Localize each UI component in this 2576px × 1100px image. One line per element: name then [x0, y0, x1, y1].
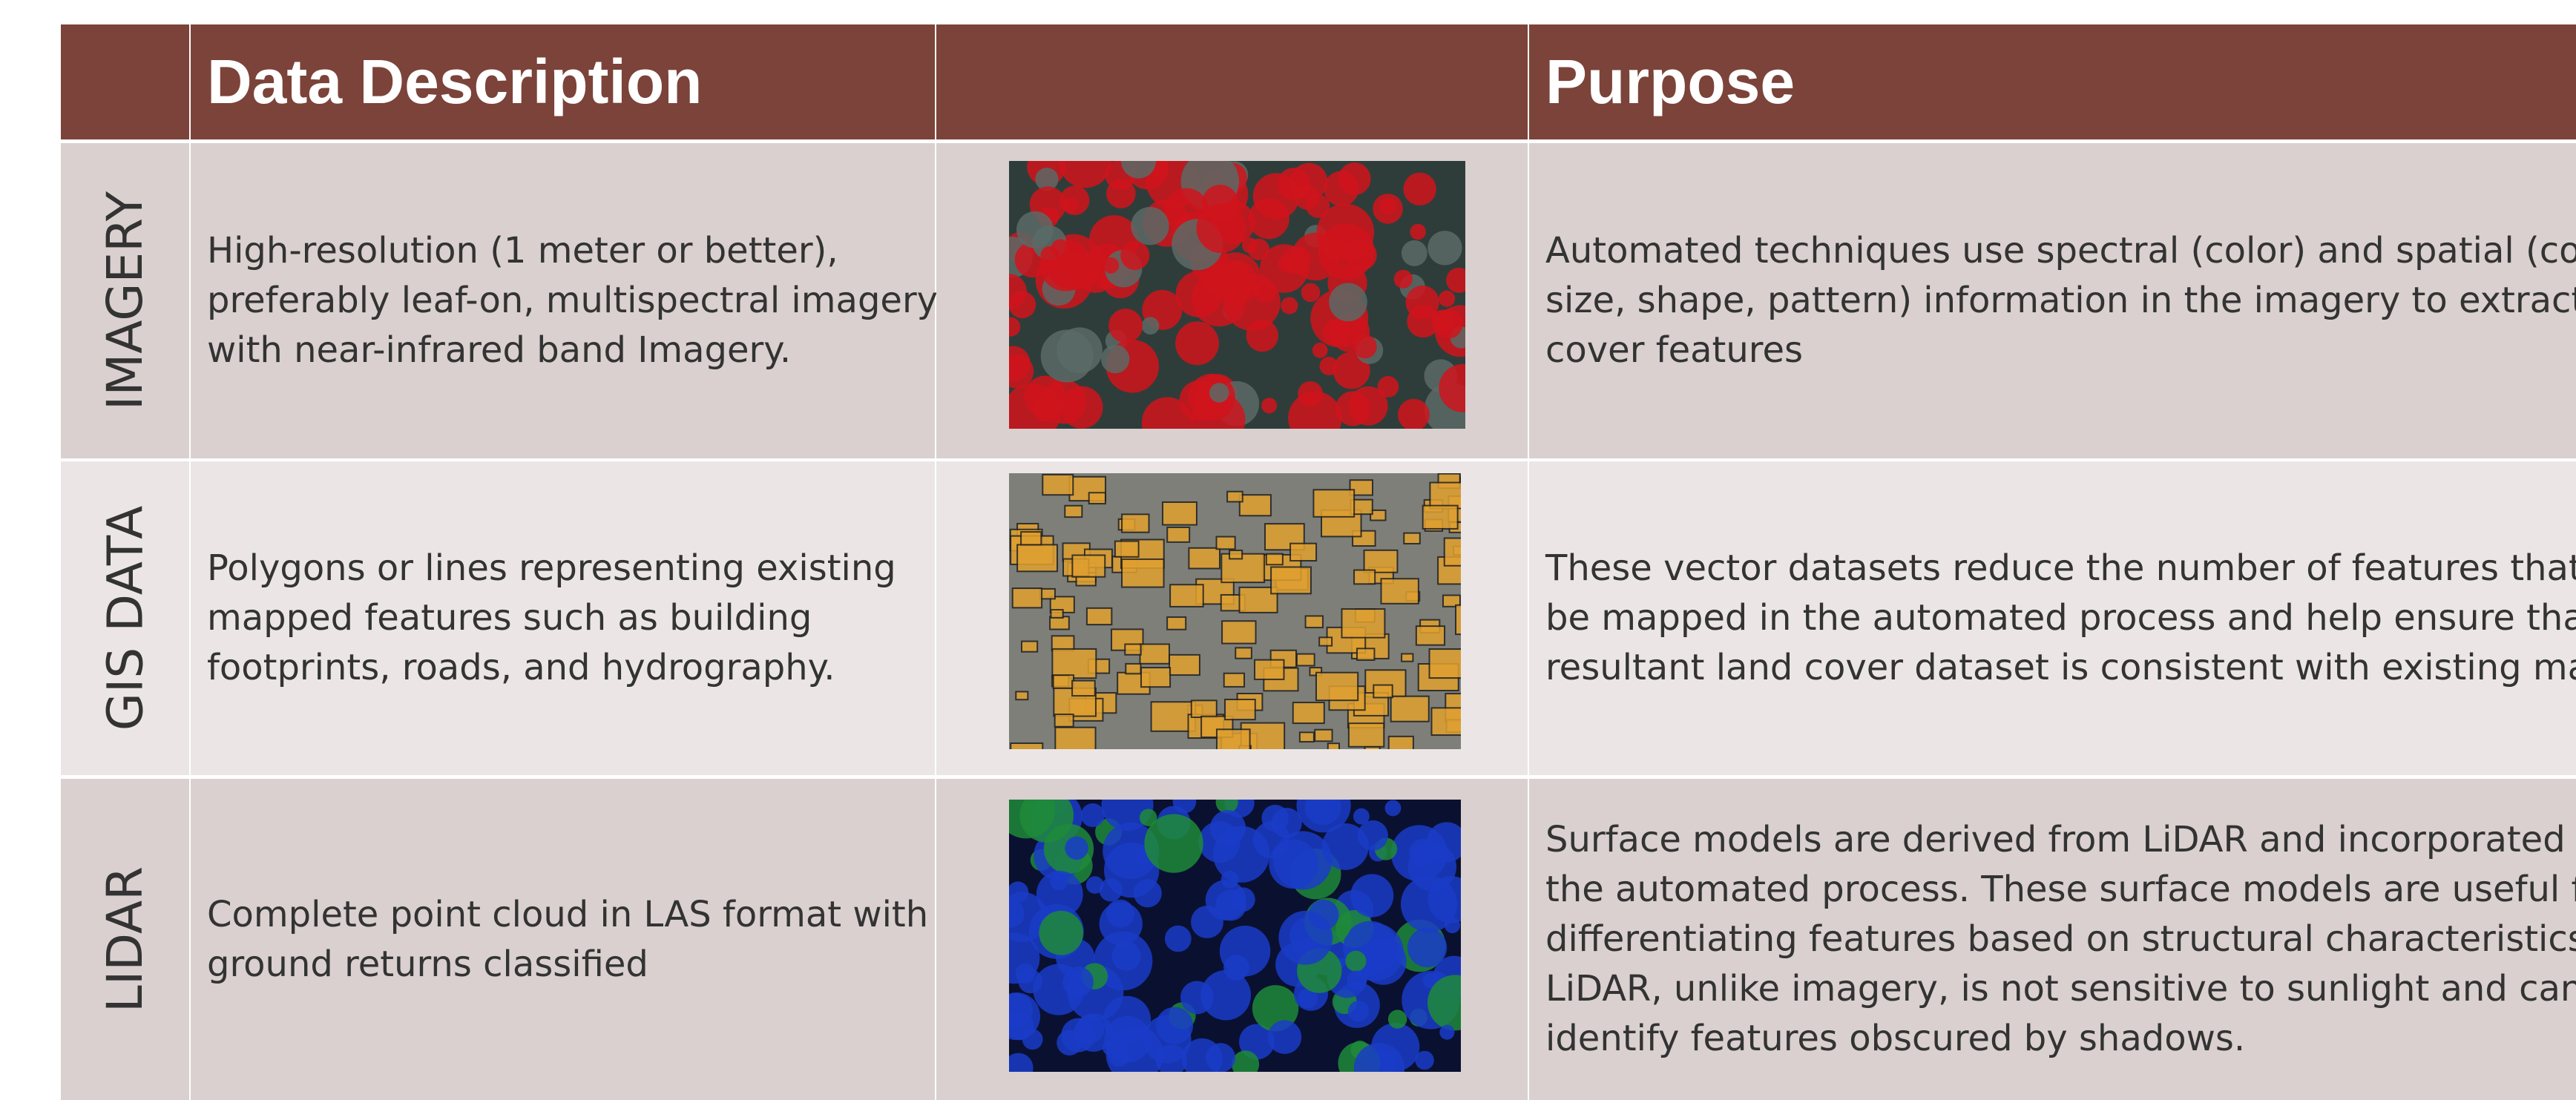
photo — [1009, 800, 1461, 1072]
purpose-line: These vector datasets reduce the number … — [1545, 547, 2576, 589]
description-line: High-resolution (1 meter or better), — [207, 230, 838, 271]
purpose-cell: Surface models are derived from LiDAR an… — [1529, 779, 2576, 1100]
header-cell — [61, 24, 189, 139]
header-cell: Purpose — [1529, 24, 2576, 139]
description-cell: Polygons or lines representing existing m… — [191, 461, 935, 775]
purpose-cell: Automated techniques use spectral (color… — [1529, 143, 2576, 458]
row-label-cell: GIS DATA — [61, 461, 189, 775]
purpose-line: differentiating features based on struct… — [1545, 918, 2576, 960]
purpose-line: the automated process. These surface mod… — [1545, 869, 2576, 910]
purpose-line: resultant land cover dataset is consiste… — [1545, 647, 2576, 688]
purpose-line: size, shape, pattern) information in the… — [1545, 280, 2576, 321]
row-label-cell: LIDAR — [61, 779, 189, 1100]
description-cell: Complete point cloud in LAS format with g… — [191, 779, 935, 1100]
description-line: Polygons or lines representing existing — [207, 547, 896, 589]
description-line: footprints, roads, and hydrography. — [207, 647, 835, 688]
description-cell: High-resolution (1 meter or better), pref… — [191, 143, 939, 458]
row-label: LIDAR — [96, 866, 154, 1012]
purpose-line: Surface models are derived from LiDAR an… — [1545, 819, 2576, 860]
description-line: Complete point cloud in LAS format with — [207, 893, 929, 935]
header-cell — [936, 24, 1528, 139]
purpose-line: Automated techniques use spectral (color… — [1545, 230, 2576, 271]
purpose-line: be mapped in the automated process and h… — [1545, 597, 2576, 639]
purpose-line: identify features obscured by shadows. — [1545, 1018, 2246, 1059]
description-line: preferably leaf-on, multispectral imager… — [207, 280, 939, 321]
purpose-line: cover features — [1545, 329, 1803, 371]
row-label-cell: IMAGERY — [61, 143, 189, 458]
photo — [1009, 161, 1465, 429]
page: Data Description Purpose IMAGERY High-resol… — [61, 24, 2576, 1100]
row-label: IMAGERY — [96, 191, 154, 411]
description-line: mapped features such as building — [207, 597, 812, 639]
purpose-cell: These vector datasets reduce the number … — [1529, 461, 2576, 775]
photo — [1009, 473, 1461, 749]
purpose-line: LiDAR, unlike imagery, is not sensitive … — [1545, 968, 2576, 1010]
description-line: with near-infrared band Imagery. — [207, 329, 792, 371]
description-line: ground returns classified — [207, 943, 648, 985]
row-label: GIS DATA — [96, 505, 154, 731]
header-cell: Data Description — [191, 24, 935, 139]
